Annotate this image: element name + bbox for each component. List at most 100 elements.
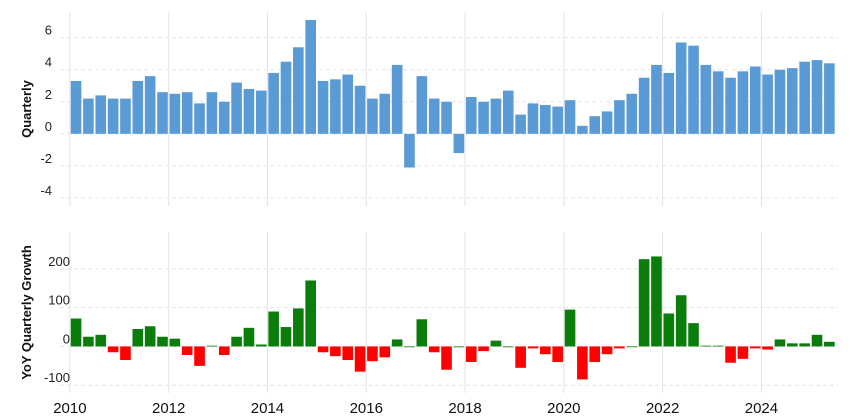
panel-2-bar (762, 346, 773, 350)
panel-1-bar (280, 61, 292, 134)
panel-1-bar (218, 101, 230, 134)
panel-1-ylabel: Quarterly (19, 79, 34, 138)
bars-layer (70, 20, 835, 380)
panel-1-bar (70, 80, 82, 134)
grid-layer (60, 12, 838, 393)
panel-2-bar (157, 336, 168, 347)
panel-1-bar (181, 92, 193, 134)
panel-2-bar (552, 346, 563, 362)
panel-1-bar (614, 100, 625, 134)
xtick-label: 2020 (547, 400, 580, 417)
panel-2-bar (144, 326, 156, 347)
panel-1-ytick-label: -2 (40, 151, 52, 166)
panel-1-bar (416, 76, 428, 134)
panel-2-bar (169, 338, 181, 347)
panel-2-bar (774, 339, 786, 347)
panel-1-bar (255, 90, 267, 134)
panel-2-bar (465, 346, 477, 362)
panel-1-bar (725, 77, 736, 134)
panel-2-bar (502, 346, 514, 348)
panel-2-ytick-label: -100 (44, 370, 70, 385)
panel-1-bar (675, 42, 687, 134)
panel-1-bar (577, 125, 588, 134)
panel-1-bar (651, 64, 662, 134)
panel-1-bar (95, 95, 107, 134)
panel-1-bar (799, 61, 810, 134)
xtick-label: 2022 (646, 400, 679, 417)
panel-2-bar (614, 346, 625, 349)
panel-1-bar (428, 98, 440, 134)
panel-2-bar (317, 346, 329, 353)
xtick-label: 2010 (53, 400, 86, 417)
panel-1-bar (626, 93, 638, 134)
panel-2-bar (342, 346, 354, 361)
panel-1-bar (737, 71, 749, 134)
xtick-label: 2012 (152, 400, 185, 417)
panel-1-ytick-label: -4 (40, 183, 52, 198)
panel-1-bar (132, 80, 144, 134)
panel-1-bar (144, 76, 156, 134)
panel-2-bar (243, 327, 255, 347)
panel-1-bar (169, 93, 181, 134)
panel-2-bar (799, 343, 810, 347)
panel-1-bar (663, 72, 675, 134)
panel-2-bar (255, 344, 267, 347)
panel-1-bar (515, 114, 526, 134)
panel-2-bar (725, 346, 736, 363)
panel-1-ytick-label: 6 (45, 23, 52, 38)
panel-2-bar (107, 346, 119, 353)
panel-1-bar (243, 88, 255, 134)
panel-1-bar (811, 60, 823, 134)
panel-2-bar (441, 346, 452, 370)
panel-2-bar (231, 336, 242, 347)
panel-2-bar (577, 346, 588, 380)
panel-1-bar (453, 133, 465, 154)
panel-1-bar (157, 92, 168, 134)
panel-1-bar (762, 74, 773, 134)
panel-2-bar (293, 308, 304, 347)
panel-2-ytick-label: 0 (63, 331, 70, 346)
panel-2-bar (404, 346, 415, 348)
panel-1-ytick-label: 4 (45, 55, 52, 70)
panel-2-bar (700, 345, 712, 347)
panel-2-bar (749, 346, 761, 349)
panel-2-bar (824, 341, 835, 347)
panel-1-bar (700, 64, 712, 134)
panel-1-bar (317, 80, 329, 134)
panel-1-bar (490, 98, 502, 134)
panel-2-bar (453, 346, 465, 348)
panel-2-bar (206, 345, 218, 347)
panel-2-bar (354, 346, 366, 372)
panel-2-bar (330, 346, 341, 357)
panel-2-bar (218, 346, 230, 355)
panel-1-bar (268, 72, 279, 134)
panel-1-bar (342, 74, 354, 134)
panel-2-bar (786, 343, 798, 347)
panel-2-bar (120, 346, 131, 361)
panel-1-bar (638, 77, 650, 134)
panel-1-bar (379, 93, 391, 134)
panel-1-ytick-label: 0 (45, 119, 52, 134)
panel-2-bar (132, 328, 144, 347)
panel-2-ylabel: YoY Quarterly Growth (19, 245, 34, 380)
labels-layer: -4 -2 0 2 4 6 Quarterly -100 0 100 200 YoY Quarterl… (19, 23, 778, 417)
panel-1-bar (527, 103, 539, 134)
panel-1-bar (589, 116, 601, 134)
panel-2-bar (626, 346, 638, 348)
panel-2-bar (540, 346, 551, 355)
panel-1-bar (688, 45, 699, 134)
xtick-label: 2024 (745, 400, 778, 417)
panel-2-bar (268, 311, 279, 347)
panel-1-bar (601, 111, 613, 134)
panel-2-bar (194, 346, 205, 366)
panel-1-bar (465, 96, 477, 134)
panel-1-bar (824, 63, 835, 134)
xtick-label: 2018 (448, 400, 481, 417)
panel-1-bar (83, 98, 94, 134)
panel-1-ytick-label: 2 (45, 87, 52, 102)
panel-2-bar (478, 346, 489, 352)
panel-2-bar (737, 346, 749, 359)
panel-2-bar (675, 295, 687, 347)
panel-2-bar (564, 309, 576, 347)
